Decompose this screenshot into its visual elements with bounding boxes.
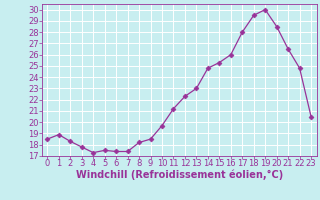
- X-axis label: Windchill (Refroidissement éolien,°C): Windchill (Refroidissement éolien,°C): [76, 169, 283, 180]
